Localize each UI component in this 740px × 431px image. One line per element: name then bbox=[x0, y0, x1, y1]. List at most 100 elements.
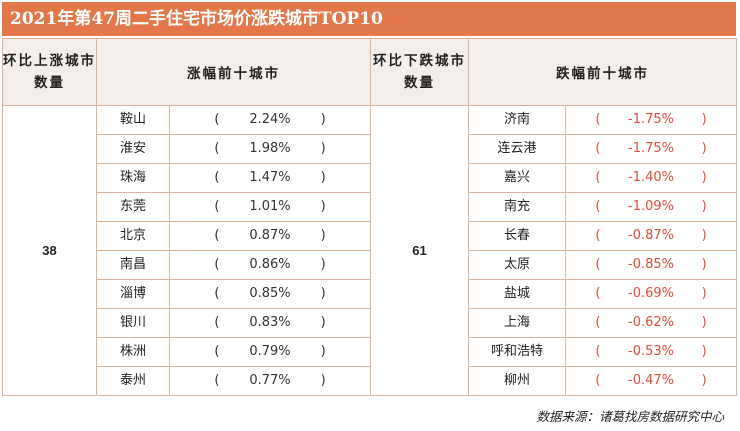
paren-close: ) bbox=[320, 228, 326, 243]
paren-open: ( bbox=[595, 344, 601, 359]
down-cell: 南充 ( -1.09% ) bbox=[468, 192, 737, 222]
paren-open: ( bbox=[214, 141, 220, 156]
paren-close: ) bbox=[320, 257, 326, 272]
down-cell: 太原 ( -0.85% ) bbox=[468, 250, 737, 280]
up-city: 南昌 bbox=[97, 251, 170, 279]
up-pct: 2.24% bbox=[249, 112, 291, 127]
down-pct: -0.62% bbox=[628, 315, 674, 330]
paren-close: ) bbox=[701, 286, 707, 301]
paren-close: ) bbox=[320, 199, 326, 214]
paren-close: ) bbox=[320, 112, 326, 127]
up-cell: 北京 ( 0.87% ) bbox=[96, 221, 371, 251]
down-city: 嘉兴 bbox=[469, 164, 566, 192]
paren-close: ) bbox=[320, 315, 326, 330]
data-source-note: 数据来源：诸葛找房数据研究中心 bbox=[536, 409, 724, 424]
paren-open: ( bbox=[595, 257, 601, 272]
down-cell: 连云港 ( -1.75% ) bbox=[468, 134, 737, 164]
up-pct: 0.83% bbox=[249, 315, 291, 330]
up-pct: 0.85% bbox=[249, 286, 291, 301]
paren-open: ( bbox=[214, 373, 220, 388]
table-row: 株洲 ( 0.79% ) 呼和浩特 ( -0.53% ) bbox=[3, 337, 737, 367]
paren-close: ) bbox=[320, 141, 326, 156]
up-city: 鞍山 bbox=[97, 106, 170, 134]
table-row: 泰州 ( 0.77% ) 柳州 ( -0.47% ) bbox=[3, 366, 737, 396]
up-cell: 淮安 ( 1.98% ) bbox=[96, 134, 371, 164]
up-cell: 银川 ( 0.83% ) bbox=[96, 308, 371, 338]
paren-open: ( bbox=[595, 373, 601, 388]
up-pct: 0.77% bbox=[249, 373, 291, 388]
header-up-count: 环比上涨城市数量 bbox=[2, 38, 97, 106]
up-pct: 1.98% bbox=[249, 141, 291, 156]
header-down-top: 跌幅前十城市 bbox=[468, 38, 737, 106]
paren-open: ( bbox=[595, 315, 601, 330]
paren-close: ) bbox=[320, 373, 326, 388]
down-pct: -1.40% bbox=[628, 170, 674, 185]
paren-open: ( bbox=[214, 199, 220, 214]
down-cell: 柳州 ( -0.47% ) bbox=[468, 366, 737, 396]
paren-open: ( bbox=[214, 228, 220, 243]
table-row: 38 鞍山 ( 2.24% ) 61 济南 ( -1.75% ) bbox=[2, 105, 737, 396]
up-cell: 株洲 ( 0.79% ) bbox=[96, 337, 371, 367]
report-title: 2021年第47周二手住宅市场价涨跌城市TOP10 bbox=[2, 2, 736, 36]
down-pct: -0.69% bbox=[628, 286, 674, 301]
up-city: 株洲 bbox=[97, 338, 170, 366]
down-city: 太原 bbox=[469, 251, 566, 279]
up-city: 北京 bbox=[97, 222, 170, 250]
down-city: 柳州 bbox=[469, 367, 566, 395]
paren-close: ) bbox=[701, 257, 707, 272]
paren-close: ) bbox=[701, 112, 707, 127]
up-cell: 珠海 ( 1.47% ) bbox=[96, 163, 371, 193]
table-header-row: 环比上涨城市数量 涨幅前十城市 环比下跌城市数量 跌幅前十城市 bbox=[2, 38, 737, 106]
table-row: 淄博 ( 0.85% ) 盐城 ( -0.69% ) bbox=[3, 279, 737, 309]
down-pct: -0.87% bbox=[628, 228, 674, 243]
down-pct: -0.53% bbox=[628, 344, 674, 359]
up-pct: 1.01% bbox=[249, 199, 291, 214]
up-pct: 0.86% bbox=[249, 257, 291, 272]
up-cell: 鞍山 ( 2.24% ) bbox=[96, 105, 371, 135]
down-cell: 济南 ( -1.75% ) bbox=[468, 105, 737, 135]
paren-open: ( bbox=[214, 344, 220, 359]
report-card: 2021年第47周二手住宅市场价涨跌城市TOP10 环比上涨城市数量 涨幅前十城… bbox=[2, 2, 737, 424]
paren-close: ) bbox=[701, 344, 707, 359]
paren-open: ( bbox=[595, 228, 601, 243]
down-city: 呼和浩特 bbox=[469, 338, 566, 366]
paren-close: ) bbox=[701, 199, 707, 214]
up-city: 淄博 bbox=[97, 280, 170, 308]
paren-close: ) bbox=[701, 141, 707, 156]
up-city: 珠海 bbox=[97, 164, 170, 192]
up-pct: 1.47% bbox=[249, 170, 291, 185]
table-row: 南昌 ( 0.86% ) 太原 ( -0.85% ) bbox=[3, 250, 737, 280]
up-city: 淮安 bbox=[97, 135, 170, 163]
paren-open: ( bbox=[595, 170, 601, 185]
down-cell: 上海 ( -0.62% ) bbox=[468, 308, 737, 338]
up-cell: 淄博 ( 0.85% ) bbox=[96, 279, 371, 309]
paren-open: ( bbox=[214, 257, 220, 272]
down-city: 连云港 bbox=[469, 135, 566, 163]
down-city: 上海 bbox=[469, 309, 566, 337]
down-cell: 长春 ( -0.87% ) bbox=[468, 221, 737, 251]
up-cell: 泰州 ( 0.77% ) bbox=[96, 366, 371, 396]
table-row: 珠海 ( 1.47% ) 嘉兴 ( -1.40% ) bbox=[3, 163, 737, 193]
down-pct: -1.75% bbox=[628, 112, 674, 127]
paren-open: ( bbox=[214, 170, 220, 185]
down-cell: 盐城 ( -0.69% ) bbox=[468, 279, 737, 309]
paren-open: ( bbox=[595, 141, 601, 156]
table-row: 北京 ( 0.87% ) 长春 ( -0.87% ) bbox=[3, 221, 737, 251]
up-cell: 南昌 ( 0.86% ) bbox=[96, 250, 371, 280]
header-down-count: 环比下跌城市数量 bbox=[370, 38, 469, 106]
table-row: 东莞 ( 1.01% ) 南充 ( -1.09% ) bbox=[3, 192, 737, 222]
paren-open: ( bbox=[214, 286, 220, 301]
down-pct: -1.75% bbox=[628, 141, 674, 156]
paren-close: ) bbox=[320, 170, 326, 185]
up-cell: 东莞 ( 1.01% ) bbox=[96, 192, 371, 222]
table-row: 银川 ( 0.83% ) 上海 ( -0.62% ) bbox=[3, 308, 737, 338]
down-city: 长春 bbox=[469, 222, 566, 250]
table-row: 淮安 ( 1.98% ) 连云港 ( -1.75% ) bbox=[3, 134, 737, 164]
up-city: 泰州 bbox=[97, 367, 170, 395]
price-change-table: 环比上涨城市数量 涨幅前十城市 环比下跌城市数量 跌幅前十城市 38 鞍山 ( … bbox=[2, 38, 737, 396]
header-up-top: 涨幅前十城市 bbox=[96, 38, 371, 106]
down-city: 南充 bbox=[469, 193, 566, 221]
up-city: 东莞 bbox=[97, 193, 170, 221]
paren-close: ) bbox=[320, 344, 326, 359]
paren-open: ( bbox=[595, 112, 601, 127]
